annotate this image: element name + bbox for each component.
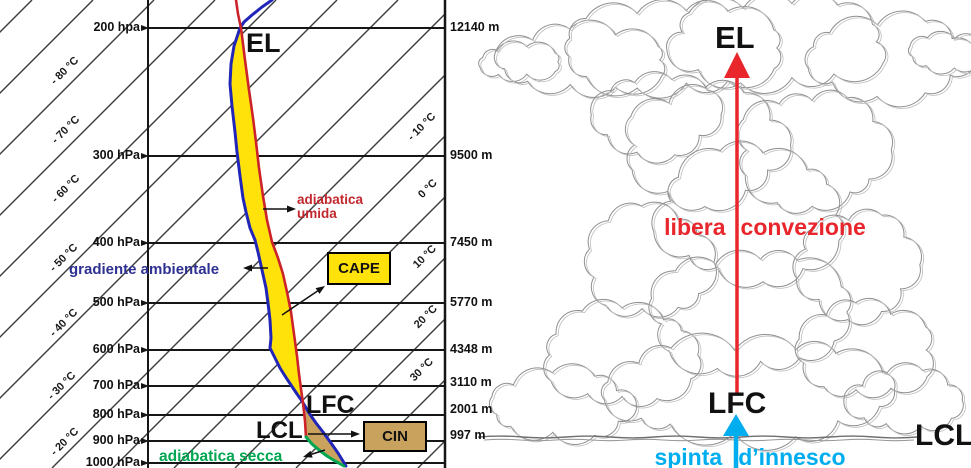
cin-box: CIN (363, 421, 427, 452)
moist-adiabat-callout-line2: umida (297, 206, 337, 222)
svg-text:0 °C: 0 °C (416, 177, 440, 201)
pressure-label: 500 hPa (92, 295, 140, 309)
el-level-label: EL (246, 28, 281, 58)
free-convection-label: libera convezione (620, 215, 910, 239)
svg-text:30 °C: 30 °C (408, 356, 436, 384)
cape-box: CAPE (327, 252, 391, 285)
trigger-word-1: spinta (654, 444, 723, 468)
callout-arrows (243, 205, 360, 458)
svg-text:10 °C: 10 °C (411, 243, 439, 271)
free-convection-arrow (724, 52, 750, 393)
pressure-label: 700 hPa (92, 378, 140, 392)
height-label: 3110 m (450, 375, 492, 389)
cape-area (230, 28, 303, 403)
free-convection-word-1: libera (664, 214, 726, 240)
height-label: 9500 m (450, 148, 493, 162)
height-label: 7450 m (450, 235, 493, 249)
svg-text:- 10 °C: - 10 °C (405, 110, 438, 143)
lfc-cloud-label: LFC (708, 387, 767, 420)
moist-adiabat-callout-line1: adiabatica (297, 192, 364, 207)
moist-adiabat-callout: adiabatica umida (297, 192, 364, 222)
lfc-level-label: LFC (306, 391, 355, 419)
pressure-gridlines (148, 27, 445, 464)
trigger-word-2: d’innesco (738, 444, 846, 468)
isotherm-lines (0, 0, 445, 468)
lcl-cloud-label: LCL (915, 419, 971, 452)
el-cloud-label: EL (715, 20, 755, 55)
pressure-label: 400 hPa (92, 235, 140, 249)
pressure-label: 1000 hPa (85, 455, 140, 468)
moist-adiabat-curve (234, 0, 308, 439)
svg-text:- 80 °C: - 80 °C (48, 54, 81, 87)
free-convection-word-2: convezione (740, 214, 866, 240)
height-label: 997 m (450, 428, 486, 442)
pressure-ticks (141, 25, 149, 466)
environment-callout: gradiente ambientale (69, 261, 220, 278)
lcl-level-label: LCL (256, 417, 303, 444)
height-label: 5770 m (450, 295, 493, 309)
pressure-label: 900 hPa (92, 433, 140, 447)
height-label: 4348 m (450, 342, 493, 356)
pressure-label: 300 hPa (92, 148, 140, 162)
pressure-label: 200 hpa (93, 20, 140, 34)
height-label: 12140 m (450, 20, 500, 34)
dry-adiabat-curve (304, 435, 346, 468)
dry-adiabat-callout: adiabatica secca (159, 448, 283, 465)
svg-text:20 °C: 20 °C (412, 303, 440, 331)
pressure-label: 600 hPa (92, 342, 140, 356)
svg-text:- 60 °C: - 60 °C (49, 172, 82, 205)
trigger-push-arrow (723, 414, 749, 468)
svg-text:- 70 °C: - 70 °C (49, 113, 82, 146)
cloud-base-line (477, 435, 919, 442)
pressure-label: 800 hPa (92, 407, 140, 421)
trigger-push-label: spinta d’innesco (600, 445, 900, 468)
height-label: 2001 m (450, 402, 493, 416)
